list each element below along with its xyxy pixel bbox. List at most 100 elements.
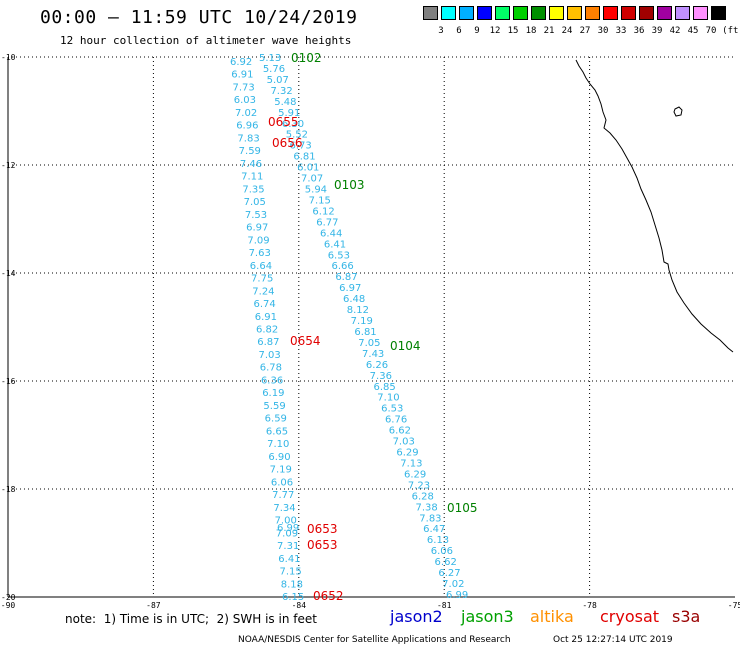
swh-value: 6.06 xyxy=(271,477,293,488)
swh-value: 7.15 xyxy=(309,195,331,206)
swh-value: 5.91 xyxy=(278,108,300,119)
scale-swatch xyxy=(675,6,690,20)
map-axes: -10 -12 -14 -16 -18 -20-90 -87 -84 -81 -78 -75 xyxy=(1,53,740,610)
swh-value: 7.75 xyxy=(251,274,273,285)
pass-label: 0105 xyxy=(447,501,478,515)
swh-value: 5.52 xyxy=(286,130,308,141)
scale-label: 33 xyxy=(615,26,627,36)
swh-value: 6.92 xyxy=(230,57,252,68)
swh-value: 8.18 xyxy=(281,579,303,590)
scale-label: 15 xyxy=(507,26,519,36)
lon-tick-label: -75 xyxy=(728,601,740,610)
swh-value: 7.23 xyxy=(408,480,430,491)
scale-label: 9 xyxy=(474,26,480,36)
swh-value: 7.10 xyxy=(267,439,289,450)
track-mid-values: 5.135.765.077.325.485.916.305.526.736.81… xyxy=(259,53,468,601)
swh-value: 6.15 xyxy=(282,592,304,603)
swh-value: 7.77 xyxy=(272,490,294,501)
scale-swatch xyxy=(711,6,726,20)
swh-value: 6.65 xyxy=(266,426,288,437)
swh-value: 6.29 xyxy=(396,448,418,459)
scale-swatch xyxy=(567,6,582,20)
lat-tick-label: -18 xyxy=(1,485,16,494)
swh-value: 6.85 xyxy=(373,382,395,393)
swh-value: 7.15 xyxy=(280,567,302,578)
swh-value: 7.53 xyxy=(245,210,267,221)
swh-value: 6.62 xyxy=(389,426,411,437)
scale-label: 6 xyxy=(456,26,462,36)
swh-value: 5.94 xyxy=(305,185,327,196)
legend-jason3: jason3 xyxy=(461,607,514,626)
pass-label: 0653 xyxy=(307,538,338,552)
swh-value: 6.76 xyxy=(385,415,407,426)
scale-swatch xyxy=(657,6,672,20)
swh-value: 6.91 xyxy=(231,70,253,81)
swh-value: 7.32 xyxy=(270,86,292,97)
coastline-peru xyxy=(575,59,734,353)
swh-value: 5.76 xyxy=(263,64,285,75)
lat-tick-label: -12 xyxy=(1,161,16,170)
lon-tick-label: -87 xyxy=(146,601,161,610)
swh-value: 7.83 xyxy=(237,133,259,144)
swh-value: 7.02 xyxy=(235,108,257,119)
scale-label: 45 xyxy=(687,26,699,36)
swh-value: 7.02 xyxy=(442,579,464,590)
swh-value: 8.12 xyxy=(347,305,369,316)
scale-label: 21 xyxy=(543,26,555,36)
swh-value: 7.03 xyxy=(393,437,415,448)
swh-value: 7.31 xyxy=(277,541,299,552)
pass-label: 0104 xyxy=(390,339,421,353)
swh-value: 7.05 xyxy=(358,338,380,349)
swh-value: 6.87 xyxy=(335,272,357,283)
lon-tick-label: -81 xyxy=(437,601,452,610)
swh-value: 6.12 xyxy=(312,206,334,217)
lat-tick-label: -10 xyxy=(1,53,16,62)
scale-swatch xyxy=(477,6,492,20)
swh-value: 6.74 xyxy=(254,299,276,310)
swh-value: 6.30 xyxy=(282,119,304,130)
swh-value: 7.11 xyxy=(241,172,263,183)
legend-jason2: jason2 xyxy=(390,607,443,626)
scale-label: 30 xyxy=(597,26,609,36)
swh-value: 6.29 xyxy=(404,469,426,480)
swh-value: 7.24 xyxy=(252,286,274,297)
swh-value: 7.59 xyxy=(239,146,261,157)
swh-value: 6.96 xyxy=(236,121,258,132)
pass-label: 0652 xyxy=(313,589,344,603)
swh-value: 6.01 xyxy=(297,163,319,174)
scale-swatch xyxy=(423,6,438,20)
swh-value: 7.36 xyxy=(370,371,392,382)
swh-value: 7.00 xyxy=(275,516,297,527)
swh-value: 6.87 xyxy=(257,337,279,348)
lat-tick-label: -20 xyxy=(1,593,16,602)
swh-value: 6.27 xyxy=(438,568,460,579)
scale-label: 27 xyxy=(579,26,591,36)
pass-label: 0653 xyxy=(307,522,338,536)
lat-tick-label: -16 xyxy=(1,377,16,386)
swh-value: 6.81 xyxy=(354,327,376,338)
swh-value: 7.34 xyxy=(273,503,295,514)
swh-value: 6.66 xyxy=(332,261,354,272)
scale-label: 18 xyxy=(525,26,537,36)
swh-value: 5.13 xyxy=(259,53,281,64)
swh-value: 7.09 xyxy=(276,528,298,539)
swh-value: 7.38 xyxy=(415,502,437,513)
swh-value: 6.47 xyxy=(423,524,445,535)
scale-label: 3 xyxy=(438,26,444,36)
footer-timestamp: Oct 25 12:27:14 UTC 2019 xyxy=(553,635,673,645)
swh-value: 5.07 xyxy=(267,75,289,86)
swh-value: 7.09 xyxy=(247,235,269,246)
swh-value: 5.59 xyxy=(263,401,285,412)
swh-value: 6.44 xyxy=(320,228,342,239)
swh-value: 7.07 xyxy=(301,174,323,185)
scale-swatch xyxy=(495,6,510,20)
swh-value: 7.63 xyxy=(249,248,271,259)
swh-value: 6.41 xyxy=(324,239,346,250)
legend-cryosat: cryosat xyxy=(600,607,660,626)
swh-value: 6.53 xyxy=(381,404,403,415)
scale-swatch xyxy=(621,6,636,20)
swh-value: 6.06 xyxy=(431,546,453,557)
footer-note: note: 1) Time is in UTC; 2) SWH is in fe… xyxy=(65,612,317,626)
swh-value: 7.73 xyxy=(232,82,254,93)
